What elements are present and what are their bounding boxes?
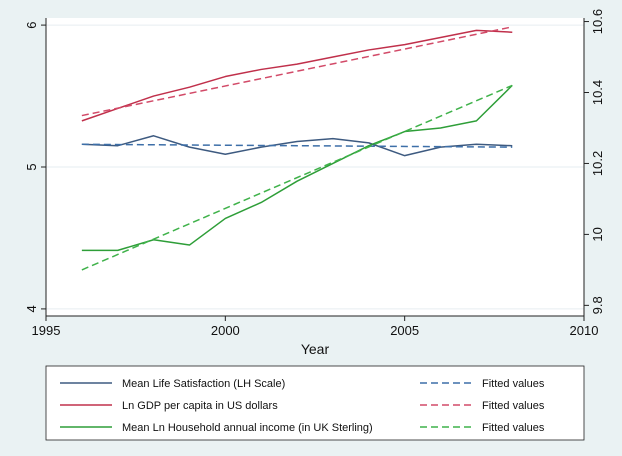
y-left-tick-label-1: 5 xyxy=(24,163,39,170)
axes: 1995 2000 2005 2010 4 5 6 9.8 10 10.2 10.4 10.6 xyxy=(24,9,605,338)
x-tick-label-1: 2000 xyxy=(211,323,240,338)
y-right-tick-label-4: 10.6 xyxy=(590,9,605,34)
legend: Mean Life Satisfaction (LH Scale) Fitted … xyxy=(45,365,585,441)
series-line-2 xyxy=(81,29,513,122)
y-right-tick-label-0: 9.8 xyxy=(590,296,605,314)
x-tick-label-0: 1995 xyxy=(32,323,61,338)
legend-label-4: Mean Ln Household annual income (in UK S… xyxy=(122,422,373,434)
y-left-tick-label-0: 4 xyxy=(24,305,39,312)
legend-label-3: Fitted values xyxy=(482,400,545,412)
legend-label-0: Mean Life Satisfaction (LH Scale) xyxy=(122,378,285,390)
series-line-3 xyxy=(81,26,513,117)
series-line-5 xyxy=(81,84,513,271)
y-left-tick-label-2: 6 xyxy=(24,21,39,28)
series-line-1 xyxy=(81,143,513,148)
series-lines xyxy=(81,26,513,271)
legend-label-1: Fitted values xyxy=(482,378,545,390)
legend-label-5: Fitted values xyxy=(482,422,545,434)
legend-box xyxy=(45,365,585,441)
grid-lines xyxy=(46,24,584,310)
y-right-tick-label-1: 10 xyxy=(590,227,605,241)
x-tick-label-3: 2010 xyxy=(570,323,599,338)
y-right-tick-label-2: 10.2 xyxy=(590,151,605,176)
legend-label-2: Ln GDP per capita in US dollars xyxy=(122,400,278,412)
x-axis-title: Year xyxy=(301,341,330,357)
x-tick-label-2: 2005 xyxy=(390,323,419,338)
y-right-tick-label-3: 10.4 xyxy=(590,80,605,105)
